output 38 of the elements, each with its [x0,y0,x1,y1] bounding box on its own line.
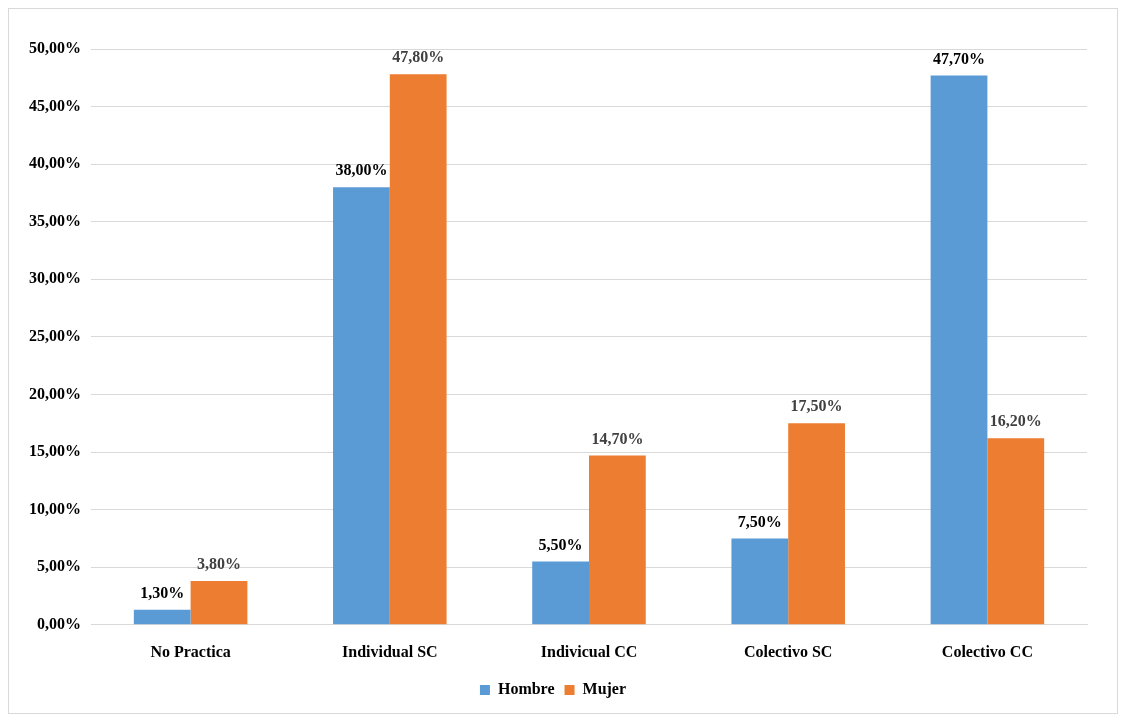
data-label: 38,00% [335,161,388,179]
y-tick-label: 5,00% [37,557,81,575]
y-tick-label: 45,00% [29,96,81,114]
bar [133,609,191,625]
bar [788,423,845,625]
y-tick-label: 25,00% [29,327,81,345]
data-label: 16,20% [989,412,1042,430]
data-label: 1,30% [140,583,185,601]
y-tick-label: 0,00% [37,614,81,632]
y-tick-label: 30,00% [29,269,81,287]
x-tick-label: Individual SC [342,642,438,660]
data-label: 14,70% [591,429,644,447]
data-label: 17,50% [790,397,843,415]
y-tick-label: 10,00% [29,499,81,517]
x-tick-label: No Practica [150,642,231,660]
bar [930,75,988,625]
x-tick-label: Indivicual CC [540,642,638,660]
legend-label: Hombre [497,680,555,698]
bar [532,561,589,625]
bar [731,538,789,625]
data-label: 47,70% [933,49,986,67]
bar [190,581,248,625]
x-tick-label: Colectivo CC [941,642,1033,660]
bar [987,438,1045,625]
y-tick-label: 35,00% [29,211,81,229]
data-label: 3,80% [196,555,241,573]
bar [589,455,646,625]
y-tick-label: 20,00% [29,384,81,402]
y-tick-label: 50,00% [29,39,81,57]
y-tick-label: 40,00% [29,154,81,172]
data-label: 5,50% [538,535,583,553]
data-label: 7,50% [737,512,782,530]
bar [389,74,447,625]
legend-label: Mujer [582,680,627,699]
data-label: 47,80% [392,48,445,66]
x-tick-label: Colectivo SC [743,642,833,660]
bar [333,187,390,625]
y-tick-label: 15,00% [29,442,81,460]
